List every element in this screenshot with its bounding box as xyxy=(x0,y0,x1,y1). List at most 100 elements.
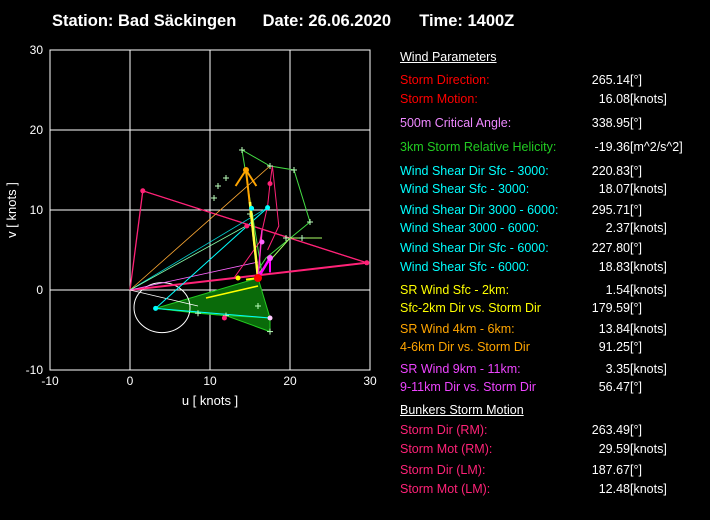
param-unit: [knots] xyxy=(630,482,667,496)
y-axis-label: v [ knots ] xyxy=(4,182,19,238)
x-tick-label: -10 xyxy=(41,374,59,388)
storm-motion-line xyxy=(129,261,367,291)
param-label: Storm Direction: xyxy=(400,73,490,87)
param-row: Storm Direction: 265.14 [°] xyxy=(400,73,705,89)
param-label: Wind Shear Dir Sfc - 6000: xyxy=(400,241,549,255)
param-value: 3.35 xyxy=(605,362,630,376)
param-row: Wind Shear 3000 - 6000: 2.37 [knots] xyxy=(400,221,705,237)
param-value: 29.59 xyxy=(598,442,630,456)
param-label: Storm Dir (LM): xyxy=(400,463,486,477)
param-unit: [°] xyxy=(630,241,642,255)
param-label: Storm Motion: xyxy=(400,92,478,106)
wind-parameters-title: Wind Parameters xyxy=(400,50,497,64)
param-unit: [°] xyxy=(630,73,642,87)
param-row: Sfc-2km Dir vs. Storm Dir 179.59 [°] xyxy=(400,301,705,317)
param-row: SR Wind Sfc - 2km: 1.54 [knots] xyxy=(400,283,705,299)
param-unit: [°] xyxy=(630,203,642,217)
wind-point xyxy=(244,223,250,229)
param-value: 263.49 xyxy=(591,423,630,437)
param-label: SR Wind Sfc - 2km: xyxy=(400,283,510,297)
wind-point xyxy=(267,181,273,187)
param-row: SR Wind 4km - 6km: 13.84 [knots] xyxy=(400,322,705,338)
x-tick-label: 10 xyxy=(203,374,217,388)
param-row: Wind Shear Sfc - 6000: 18.83 [knots] xyxy=(400,260,705,276)
arrow-head xyxy=(234,169,247,187)
fan-line xyxy=(129,225,247,291)
wind-point xyxy=(259,239,265,245)
param-unit: [knots] xyxy=(630,260,667,274)
param-row: Storm Dir (LM): 187.67 [°] xyxy=(400,463,705,479)
wind-profile-low-line xyxy=(155,307,271,319)
param-label: Storm Mot (LM): xyxy=(400,482,491,496)
param-value: 18.83 xyxy=(598,260,630,274)
shear-line xyxy=(155,207,268,309)
axes: -10 0 10 20 30 -10 0 10 20 30 u [ knots ] v [ knots… xyxy=(4,43,377,408)
param-unit: [knots] xyxy=(630,221,667,235)
param-label: 3km Storm Relative Helicity: xyxy=(400,140,557,154)
sfc-2km-vector xyxy=(248,201,260,279)
param-row: Wind Shear Dir Sfc - 3000: 220.83 [°] xyxy=(400,164,705,180)
hodograph-data xyxy=(129,147,370,335)
param-unit: [knots] xyxy=(630,322,667,336)
param-value: 2.37 xyxy=(605,221,630,235)
bunkers-line xyxy=(129,189,367,291)
param-unit: [°] xyxy=(630,301,642,315)
vector-line xyxy=(257,229,263,279)
param-label: SR Wind 9km - 11km: xyxy=(400,362,521,376)
param-row: 500m Critical Angle: 338.95 [°] xyxy=(400,116,705,132)
param-row: Storm Motion: 16.08 [knots] xyxy=(400,92,705,108)
wind-point xyxy=(265,205,271,211)
param-row: Storm Mot (LM): 12.48 [knots] xyxy=(400,482,705,498)
param-value: 18.07 xyxy=(598,182,630,196)
y-tick-label: 0 xyxy=(36,283,43,297)
wind-point xyxy=(249,205,255,211)
param-label: Wind Shear Sfc - 6000: xyxy=(400,260,530,274)
y-tick-label: -10 xyxy=(26,363,44,377)
x-tick-label: 30 xyxy=(363,374,377,388)
wind-point xyxy=(221,315,227,321)
y-tick-label: 10 xyxy=(30,203,44,217)
vector-line xyxy=(205,285,259,299)
fan-line xyxy=(129,207,268,291)
wind-point xyxy=(267,315,273,321)
wind-point xyxy=(243,167,249,173)
fan-line xyxy=(129,289,199,307)
station-label: Station: Bad Säckingen xyxy=(52,12,237,30)
wind-point xyxy=(140,188,146,194)
grid xyxy=(49,49,371,371)
param-label: Storm Mot (RM): xyxy=(400,442,493,456)
helicity-area xyxy=(155,277,271,333)
wind-point xyxy=(235,275,241,281)
fan-line xyxy=(129,165,271,291)
param-value: -19.36 xyxy=(594,140,630,154)
param-label: Storm Dir (RM): xyxy=(400,423,488,437)
x-axis-label: u [ knots ] xyxy=(182,393,238,408)
param-label: Wind Shear Dir Sfc - 3000: xyxy=(400,164,549,178)
param-unit: [knots] xyxy=(630,182,667,196)
param-label: Wind Shear Sfc - 3000: xyxy=(400,182,530,196)
param-unit: [knots] xyxy=(630,92,667,106)
param-unit: [°] xyxy=(630,164,642,178)
x-tick-label: 20 xyxy=(283,374,297,388)
param-unit: [m^2/s^2] xyxy=(630,140,683,154)
param-row: SR Wind 9km - 11km: 3.35 [knots] xyxy=(400,362,705,378)
param-value: 56.47 xyxy=(598,380,630,394)
param-unit: [knots] xyxy=(630,362,667,376)
param-row: 4-6km Dir vs. Storm Dir 91.25 [°] xyxy=(400,340,705,356)
param-label: SR Wind 4km - 6km: xyxy=(400,322,515,336)
param-row: Wind Shear Dir Sfc - 6000: 227.80 [°] xyxy=(400,241,705,257)
param-value: 1.54 xyxy=(605,283,630,297)
param-row: Wind Shear Sfc - 3000: 18.07 [knots] xyxy=(400,182,705,198)
param-value: 91.25 xyxy=(598,340,630,354)
param-unit: [°] xyxy=(630,463,642,477)
param-row: Wind Shear Dir 3000 - 6000: 295.71 [°] xyxy=(400,203,705,219)
wind-point xyxy=(254,274,262,282)
y-tick-label: 30 xyxy=(30,43,44,57)
param-value: 338.95 xyxy=(591,116,630,130)
param-unit: [°] xyxy=(630,340,642,354)
y-tick-label: 20 xyxy=(30,123,44,137)
param-value: 16.08 xyxy=(598,92,630,106)
param-value: 187.67 xyxy=(591,463,630,477)
wind-point xyxy=(364,260,370,266)
